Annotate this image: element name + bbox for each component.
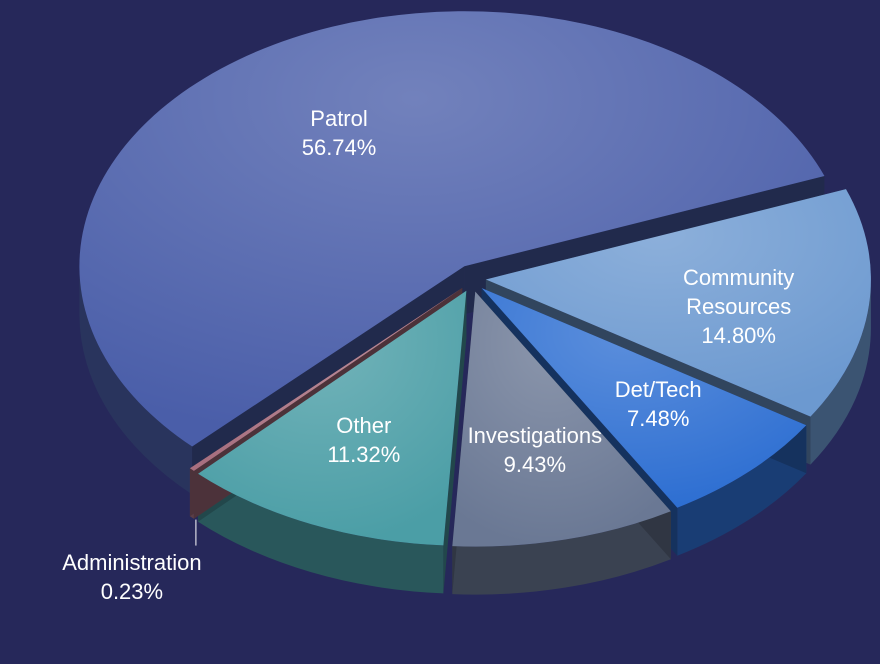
category-label: Community Resources bbox=[683, 264, 795, 319]
slice-shine bbox=[481, 288, 807, 508]
slice-shine bbox=[189, 287, 463, 471]
category-label: Administration bbox=[62, 549, 202, 575]
slice-label: Community Resources 14.80% bbox=[659, 263, 819, 350]
category-label: Other bbox=[336, 412, 392, 438]
category-label: Det/Tech bbox=[614, 377, 702, 403]
slice-shine bbox=[198, 290, 467, 546]
slice-side bbox=[79, 266, 193, 495]
slice-label: Det/Tech 7.48% bbox=[578, 375, 738, 433]
value-label: 14.80% bbox=[701, 322, 776, 348]
value-label: 0.23% bbox=[100, 578, 164, 604]
slice-label: Other 11.32% bbox=[284, 411, 444, 469]
slice-side bbox=[810, 279, 871, 465]
slice-label: Patrol 56.74% bbox=[259, 104, 419, 162]
value-label: 9.43% bbox=[503, 452, 567, 478]
category-label: Patrol bbox=[310, 105, 368, 131]
decoration bbox=[79, 11, 871, 547]
slice-shine bbox=[485, 189, 871, 417]
slice-side bbox=[198, 473, 444, 594]
value-label: 7.48% bbox=[627, 406, 690, 432]
slice-label: Investigations 9.43% bbox=[455, 421, 615, 479]
slice-label: Administration 0.23% bbox=[52, 548, 212, 606]
slice-shine bbox=[79, 11, 825, 447]
slice-side bbox=[452, 511, 671, 595]
slice-cut-face bbox=[443, 290, 467, 594]
value-label: 11.32% bbox=[327, 441, 401, 467]
slice-shine bbox=[452, 291, 671, 547]
category-label: Investigations bbox=[467, 423, 603, 449]
value-label: 56.74% bbox=[301, 134, 377, 160]
